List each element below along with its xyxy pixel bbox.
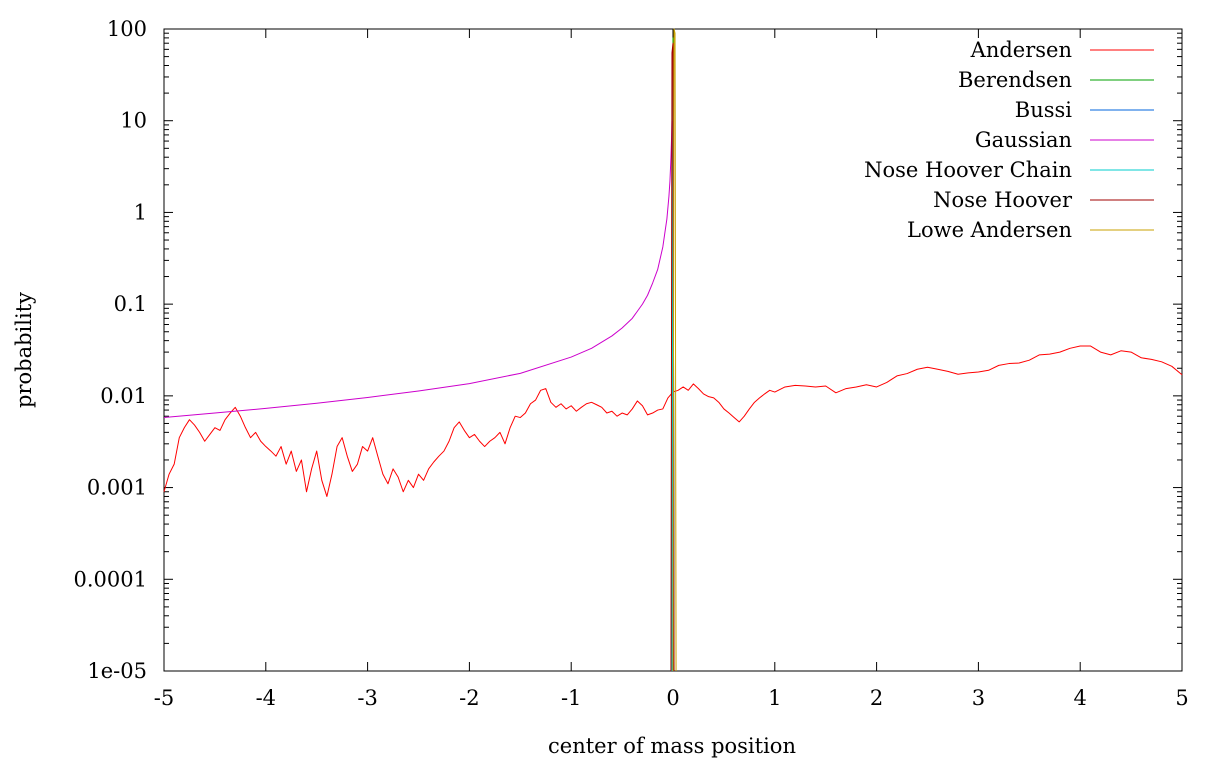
y-tick-label: 0.001 bbox=[87, 476, 147, 500]
x-tick-label: -1 bbox=[561, 686, 581, 710]
series-layer bbox=[163, 28, 1183, 672]
series-line-lowe-andersen bbox=[672, 28, 677, 672]
legend-label-nose-hoover-chain: Nose Hoover Chain bbox=[864, 158, 1072, 182]
x-tick-label: -4 bbox=[256, 686, 276, 710]
x-tick-label: 5 bbox=[1175, 686, 1188, 710]
legend-label-andersen: Andersen bbox=[970, 38, 1072, 62]
legend: Andersen Berendsen Bussi Gaussian Nose Hoove… bbox=[864, 38, 1154, 242]
legend-label-lowe-andersen: Lowe Andersen bbox=[907, 218, 1072, 242]
x-tick-label: -5 bbox=[154, 686, 174, 710]
y-tick-label: 0.0001 bbox=[74, 567, 147, 591]
x-tick-label: 0 bbox=[666, 686, 679, 710]
x-tick-label: 1 bbox=[768, 686, 781, 710]
series-line-gaussian bbox=[163, 120, 673, 419]
legend-label-nose-hoover: Nose Hoover bbox=[933, 188, 1073, 212]
x-tick-label: 4 bbox=[1074, 686, 1087, 710]
y-axis-title: probability bbox=[12, 292, 36, 408]
y-tick-label: 1 bbox=[134, 200, 147, 224]
y-tick-label: 0.01 bbox=[100, 384, 147, 408]
x-tick-label: -3 bbox=[357, 686, 377, 710]
x-tick-label: 2 bbox=[870, 686, 883, 710]
series-line-andersen bbox=[163, 345, 1183, 497]
y-tick-label: 10 bbox=[120, 109, 147, 133]
legend-label-berendsen: Berendsen bbox=[958, 68, 1072, 92]
y-tick-label: 100 bbox=[107, 17, 147, 41]
legend-label-bussi: Bussi bbox=[1015, 98, 1073, 122]
y-tick-label: 0.1 bbox=[114, 292, 147, 316]
x-tick-label: 3 bbox=[972, 686, 985, 710]
y-tick-label: 1e-05 bbox=[87, 659, 147, 683]
axis-ticks: -5 -4 -3 -2 -1 0 1 2 3 4 5 1e-05 0.0001 0.001 0.01 0.1 1… bbox=[74, 17, 1189, 710]
x-tick-label: -2 bbox=[459, 686, 479, 710]
legend-label-gaussian: Gaussian bbox=[975, 128, 1072, 152]
x-axis-title: center of mass position bbox=[548, 734, 796, 758]
